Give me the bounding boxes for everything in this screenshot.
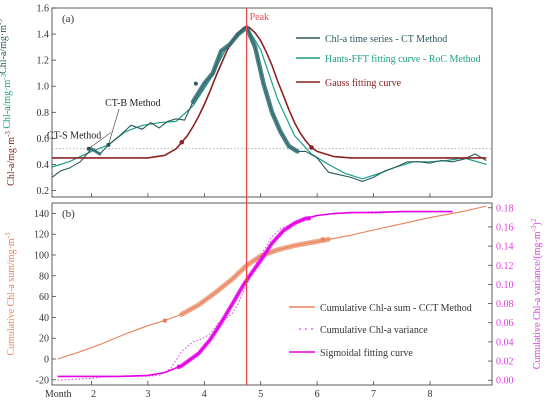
y-tick-label-right: 0.00 (496, 376, 514, 387)
x-tick-label: 5 (258, 389, 263, 400)
y-tick-label-right: 0.08 (496, 299, 514, 310)
plot-frame-b (51, 202, 493, 386)
y-axis-label-left: Cumulative Chl-a sum/mg·m-3 (4, 232, 17, 356)
y-tick-label-right: 0.18 (496, 203, 514, 214)
x-tick-label: 3 (145, 389, 150, 400)
y-tick-label-right: 0.04 (496, 337, 514, 348)
y-tick-label-a: 1.4 (37, 30, 50, 41)
y-tick-label-right: 0.12 (496, 261, 514, 272)
y-axis-label-sup: -3 (0, 19, 4, 25)
y-axis-label-part: Chl-a/mg·m (2, 80, 13, 132)
y-tick-label-a: 1.2 (37, 56, 50, 67)
annotation-ct-s: CT-S Method (47, 130, 101, 141)
y-tick-label-a: 1.6 (37, 4, 50, 15)
sigmoid-marker (176, 364, 182, 369)
y-axis-label-a: Chl-a/mg·m-3 Chl-a/mg·m-3Chl-a/mg·m-3 (0, 19, 17, 186)
legend-label-b: Sigmoidal fitting curve (320, 348, 413, 359)
y-tick-label-right: 0.06 (496, 318, 514, 329)
legend-label-a: Chl-a time series - CT Method (325, 34, 447, 45)
legend-label-a: Gauss fitting curve (325, 78, 402, 89)
y-tick-label-right: 0.14 (496, 242, 514, 253)
series-line-hants (51, 25, 487, 180)
legend-label-b: Cumulative Chl-a variance (320, 325, 428, 336)
legend-swatch-b (311, 328, 313, 330)
y-axis-label-sup: -3 (4, 131, 12, 137)
sigmoid-marker (306, 216, 311, 221)
gauss-marker (309, 145, 314, 150)
y-axis-label-right: Cumulative Chl-a variance/(mg·m-3)2 (530, 218, 543, 369)
y-tick-label-left: 60 (39, 292, 49, 303)
y-axis-label-left-sup: -3 (4, 232, 12, 238)
y-axis-label-right-tail: ) (532, 222, 543, 225)
x-tick-label: 8 (427, 389, 432, 400)
highlight-sigmoid-segment (179, 216, 308, 368)
panel-b: -20 0 20 40 60 80 100 120 140 0.00 0.02 0.04 0.06 0.0… (4, 202, 543, 400)
gauss-marker (179, 139, 185, 145)
y-axis-label-right-sup: -3 (530, 225, 538, 231)
annotation-ct-b: CT-B Method (105, 98, 160, 109)
y-tick-label-left: 100 (34, 251, 49, 262)
y-tick-label-left: 20 (39, 334, 49, 345)
series-line-gauss (52, 25, 487, 159)
y-tick-label-left: 80 (39, 271, 49, 282)
x-axis-label: Month (45, 389, 72, 400)
y-tick-label-a: 0.8 (37, 108, 50, 119)
y-tick-label-left: 0 (44, 355, 49, 366)
y-tick-label-a: 1.0 (37, 82, 50, 93)
y-tick-label-a: 0.6 (37, 134, 50, 145)
y-tick-label-right: 0.02 (496, 357, 514, 368)
x-tick-label: 6 (315, 389, 320, 400)
y-tick-label-a: 0.4 (37, 160, 50, 171)
cumsum-marker (320, 237, 325, 242)
y-tick-label-right: 0.16 (496, 222, 514, 233)
y-axis-label-sup: -3 (0, 73, 8, 79)
plot-frame-a (51, 7, 493, 198)
highlight-ct-s (90, 147, 102, 156)
y-tick-label-left: -20 (36, 375, 49, 386)
panel-label-a: (a) (62, 13, 75, 25)
y-axis-label-part: Chl-a/mg·m (0, 25, 9, 74)
y-axis-label-part: Chl-a/mg·m (6, 137, 17, 186)
legend-swatch-b (299, 328, 301, 330)
y-tick-label-left: 120 (34, 230, 49, 241)
y-tick-label-left: 40 (39, 313, 49, 324)
y-tick-label-left: 140 (34, 209, 49, 220)
annotation-leader (88, 132, 112, 150)
y-tick-label-right: 0.10 (496, 280, 514, 291)
y-axis-label-right-text: Cumulative Chl-a variance/(mg·m (532, 231, 543, 369)
legend-label-a: Hants-FFT fitting curve - RoC Method (325, 54, 481, 65)
panel-label-b: (b) (62, 208, 75, 220)
y-axis-label-right-sup2: 2 (530, 218, 538, 222)
cumsum-marker (162, 318, 168, 323)
y-tick-label-a: 0.2 (37, 186, 50, 197)
highlight-cumsum-segment (179, 236, 331, 317)
x-tick-label: 7 (371, 389, 376, 400)
x-tick-label: 4 (202, 389, 207, 400)
legend-swatch-b (305, 328, 307, 330)
x-tick-label: 2 (91, 389, 96, 400)
series-line-cumsum (57, 205, 487, 360)
ct-marker (193, 81, 198, 86)
legend-label-b: Cumulative Chl-a sum - CCT Method (320, 303, 472, 314)
y-axis-label-left-text: Cumulative Chl-a sum/mg·m (6, 238, 17, 355)
peak-label: Peak (250, 12, 269, 23)
annotation-leader (108, 108, 120, 145)
